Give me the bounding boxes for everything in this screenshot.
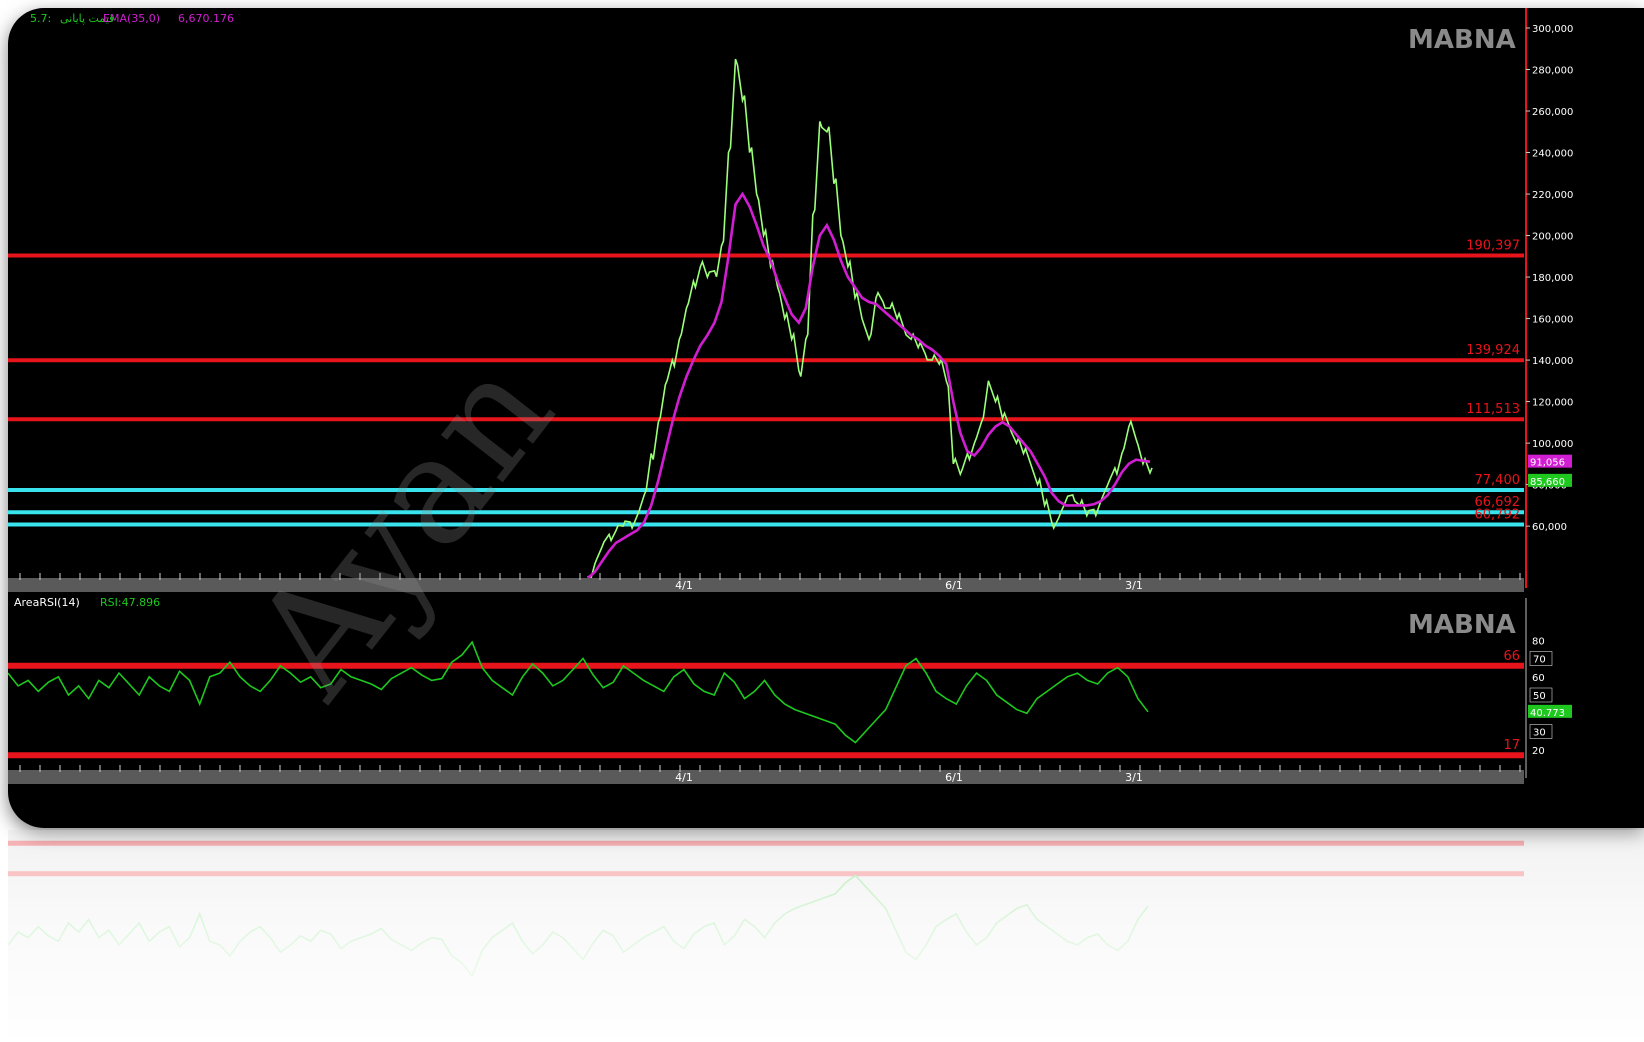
- price-level-label: 139,924: [1466, 343, 1520, 358]
- chart-reflection: [8, 830, 1644, 1040]
- rsi-value-badge-text: 40.773: [1530, 708, 1565, 719]
- rsi-x-tick-label: 6/1: [945, 771, 963, 784]
- price-indicator-prefix: 5.7:: [30, 12, 51, 25]
- rsi-level-badge-text: 30: [1533, 728, 1546, 739]
- price-y-tick-label: 260,000: [1532, 107, 1573, 118]
- rsi-x-tick-label: 4/1: [675, 771, 693, 784]
- price-x-axis-strip: [8, 578, 1524, 592]
- ema-value-badge-text: 91,056: [1530, 458, 1565, 469]
- price-level-label: 77,400: [1475, 473, 1521, 488]
- price-level-label: 111,513: [1466, 402, 1520, 417]
- rsi-x-axis-strip: [8, 770, 1524, 784]
- rsi-series-line: [8, 642, 1148, 742]
- rsi-level-label: 66: [1503, 649, 1520, 664]
- ema-indicator-value: 6,670.176: [178, 12, 234, 25]
- rsi-y-tick-label: 80: [1532, 636, 1545, 647]
- price-y-tick-label: 160,000: [1532, 315, 1573, 326]
- rsi-x-tick-label: 3/1: [1125, 771, 1143, 784]
- rsi-y-tick-label: 20: [1532, 746, 1545, 757]
- price-y-tick-label: 220,000: [1532, 190, 1573, 201]
- chart-frame: 5.7: قیمت پایانی EMA(35,0) 6,670.176 MAB…: [8, 8, 1644, 828]
- price-y-tick-label: 100,000: [1532, 439, 1573, 450]
- chart-canvas: 5.7: قیمت پایانی EMA(35,0) 6,670.176 MAB…: [8, 8, 1644, 828]
- price-panel: 300,000 280,000 260,000 240,000 220,000 200,0…: [8, 8, 1573, 592]
- price-series-line: [588, 59, 1152, 582]
- close-value-badge-text: 85,660: [1530, 477, 1565, 488]
- price-y-tick-label: 300,000: [1532, 24, 1573, 35]
- price-y-tick-label: 240,000: [1532, 149, 1573, 160]
- rsi-indicator-value: RSI:47.896: [100, 596, 160, 609]
- rsi-level-label: 17: [1503, 738, 1520, 753]
- price-y-tick-label: 120,000: [1532, 398, 1573, 409]
- price-y-tick-label: 60,000: [1532, 522, 1567, 533]
- price-y-tick-label: 280,000: [1532, 66, 1573, 77]
- rsi-y-tick-label: 60: [1532, 673, 1545, 684]
- price-y-tick-label: 200,000: [1532, 232, 1573, 243]
- price-x-tick-label: 4/1: [675, 579, 693, 592]
- price-x-tick-label: 3/1: [1125, 579, 1143, 592]
- price-level-label: 60,792: [1475, 507, 1521, 522]
- ema-series-line: [588, 194, 1150, 578]
- ema-indicator-label: EMA(35,0): [103, 12, 160, 25]
- brand-logo-bottom: MABNA: [1408, 610, 1516, 640]
- rsi-level-badge-text: 70: [1533, 655, 1546, 666]
- reflection-fade: [8, 830, 1644, 1040]
- price-y-tick-label: 180,000: [1532, 273, 1573, 284]
- brand-logo-top: MABNA: [1408, 25, 1516, 55]
- rsi-level-badge-text: 50: [1533, 691, 1546, 702]
- price-y-tick-label: 140,000: [1532, 356, 1573, 367]
- rsi-indicator-label: AreaRSI(14): [14, 596, 80, 609]
- price-x-tick-label: 6/1: [945, 579, 963, 592]
- price-level-label: 190,397: [1466, 238, 1520, 253]
